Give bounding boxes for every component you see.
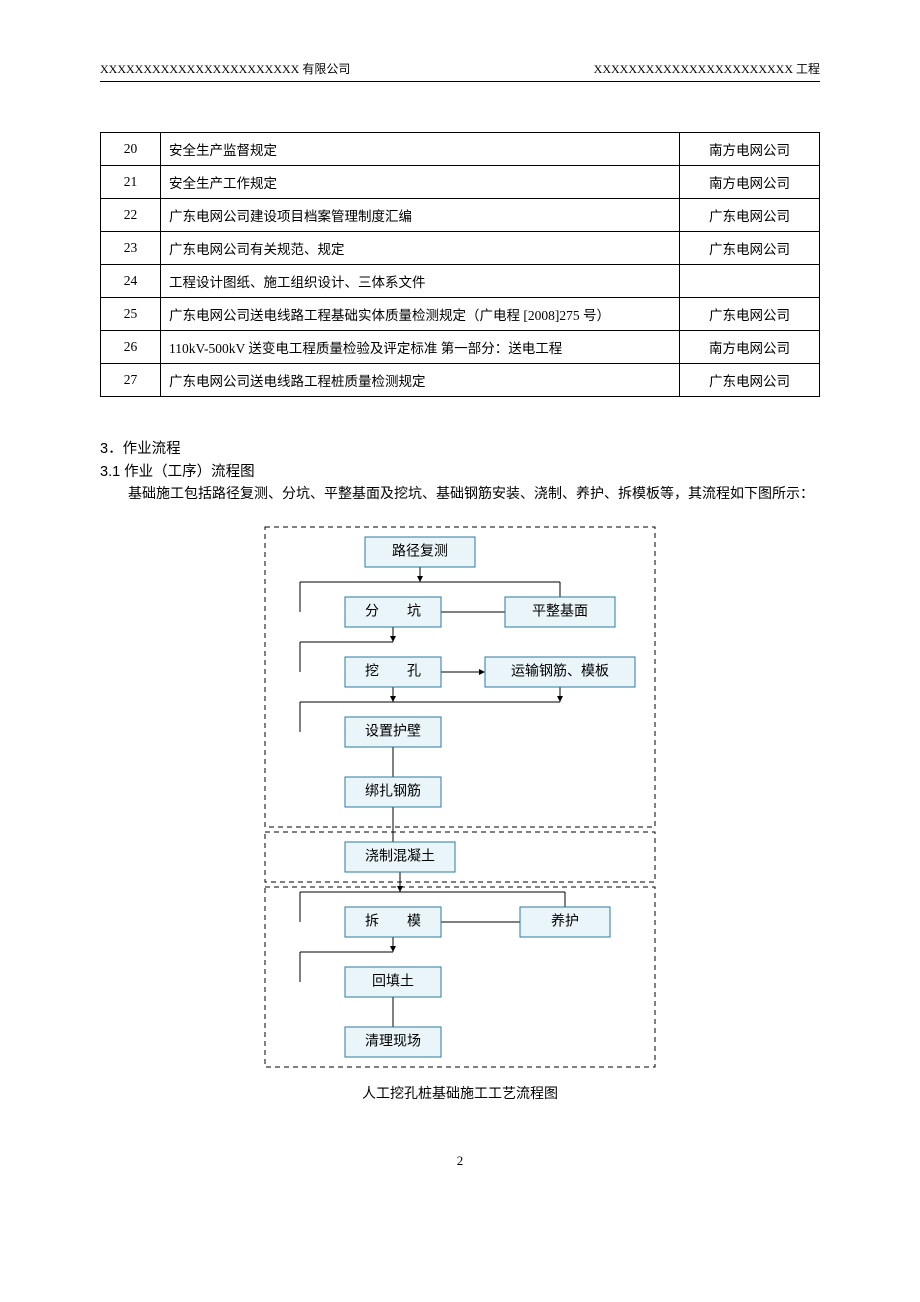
row-index: 23: [101, 232, 161, 265]
row-issuer: [680, 265, 820, 298]
row-issuer: 广东电网公司: [680, 364, 820, 397]
svg-text:浇制混凝土: 浇制混凝土: [365, 848, 435, 864]
table-row: 22广东电网公司建设项目档案管理制度汇编广东电网公司: [101, 199, 820, 232]
row-index: 21: [101, 166, 161, 199]
section-3-head: 3．作业流程: [100, 437, 820, 458]
row-index: 20: [101, 133, 161, 166]
flow-node: 拆 模: [345, 907, 441, 937]
table-row: 27广东电网公司送电线路工程桩质量检测规定广东电网公司: [101, 364, 820, 397]
row-index: 22: [101, 199, 161, 232]
flow-group: [265, 832, 655, 882]
row-issuer: 南方电网公司: [680, 331, 820, 364]
row-issuer: 南方电网公司: [680, 133, 820, 166]
flow-node: 绑扎钢筋: [345, 777, 441, 807]
svg-text:平整基面: 平整基面: [532, 602, 588, 619]
row-title: 广东电网公司送电线路工程桩质量检测规定: [161, 364, 680, 397]
row-title: 110kV-500kV 送变电工程质量检验及评定标准 第一部分：送电工程: [161, 331, 680, 364]
svg-text:设置护壁: 设置护壁: [365, 723, 421, 739]
svg-text:拆 模: 拆 模: [365, 913, 421, 929]
row-title: 广东电网公司建设项目档案管理制度汇编: [161, 199, 680, 232]
flow-node: 挖 孔: [345, 657, 441, 687]
row-issuer: 广东电网公司: [680, 232, 820, 265]
table-row: 23广东电网公司有关规范、规定广东电网公司: [101, 232, 820, 265]
row-issuer: 广东电网公司: [680, 199, 820, 232]
row-title: 广东电网公司有关规范、规定: [161, 232, 680, 265]
table-row: 25广东电网公司送电线路工程基础实体质量检测规定（广电程 [2008]275 号…: [101, 298, 820, 331]
row-title: 安全生产工作规定: [161, 166, 680, 199]
row-issuer: 广东电网公司: [680, 298, 820, 331]
row-title: 广东电网公司送电线路工程基础实体质量检测规定（广电程 [2008]275 号）: [161, 298, 680, 331]
svg-text:绑扎钢筋: 绑扎钢筋: [365, 782, 421, 799]
table-row: 21安全生产工作规定南方电网公司: [101, 166, 820, 199]
regulations-table: 20安全生产监督规定南方电网公司21安全生产工作规定南方电网公司22广东电网公司…: [100, 132, 820, 397]
flow-node: 清理现场: [345, 1027, 441, 1057]
flow-node: 回填土: [345, 967, 441, 997]
svg-text:路径复测: 路径复测: [392, 542, 448, 559]
row-index: 26: [101, 331, 161, 364]
svg-text:养护: 养护: [551, 913, 579, 929]
row-title: 工程设计图纸、施工组织设计、三体系文件: [161, 265, 680, 298]
section-3-1-para: 基础施工包括路径复测、分坑、平整基面及挖坑、基础钢筋安装、浇制、养护、拆模板等，…: [100, 483, 820, 507]
table-row: 20安全生产监督规定南方电网公司: [101, 133, 820, 166]
section-3-1-head: 3.1 作业（工序）流程图: [100, 460, 820, 481]
flowchart-caption: 人工挖孔桩基础施工工艺流程图: [100, 1083, 820, 1103]
row-title: 安全生产监督规定: [161, 133, 680, 166]
flow-node: 设置护壁: [345, 717, 441, 747]
svg-text:运输钢筋、模板: 运输钢筋、模板: [511, 662, 609, 679]
flow-node: 路径复测: [365, 537, 475, 567]
flow-node: 平整基面: [505, 597, 615, 627]
row-index: 25: [101, 298, 161, 331]
svg-text:分 坑: 分 坑: [365, 603, 421, 619]
flow-node: 运输钢筋、模板: [485, 657, 635, 687]
table-row: 24工程设计图纸、施工组织设计、三体系文件: [101, 265, 820, 298]
table-row: 26110kV-500kV 送变电工程质量检验及评定标准 第一部分：送电工程南方…: [101, 331, 820, 364]
svg-text:回填土: 回填土: [372, 973, 414, 989]
header-right: XXXXXXXXXXXXXXXXXXXXXXX 工程: [594, 60, 820, 77]
row-issuer: 南方电网公司: [680, 166, 820, 199]
flowchart: 路径复测分 坑 平整基面挖 孔 运输钢筋、模板设置护壁绑扎钢筋浇制混凝土拆 模 养护回…: [255, 517, 665, 1077]
header-left: XXXXXXXXXXXXXXXXXXXXXXX 有限公司: [100, 60, 350, 77]
row-index: 27: [101, 364, 161, 397]
svg-text:清理现场: 清理现场: [365, 1033, 421, 1049]
row-index: 24: [101, 265, 161, 298]
page-number: 2: [100, 1153, 820, 1169]
flow-node: 浇制混凝土: [345, 842, 455, 872]
flow-node: 养护: [520, 907, 610, 937]
flow-node: 分 坑: [345, 597, 441, 627]
svg-text:挖 孔: 挖 孔: [365, 663, 421, 679]
